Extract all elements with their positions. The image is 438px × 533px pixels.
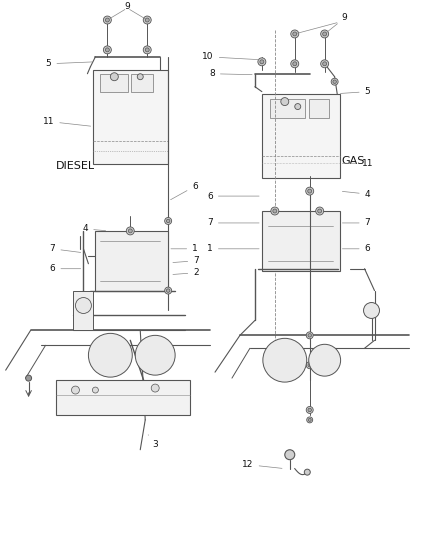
Circle shape [333, 80, 336, 84]
Text: 9: 9 [342, 13, 347, 21]
Text: 11: 11 [343, 159, 373, 168]
Circle shape [318, 209, 321, 213]
Circle shape [293, 32, 297, 36]
Circle shape [308, 189, 312, 193]
Circle shape [151, 384, 159, 392]
Circle shape [143, 16, 151, 24]
Circle shape [103, 16, 111, 24]
Text: 7: 7 [173, 256, 199, 265]
Circle shape [137, 74, 143, 80]
Circle shape [291, 30, 299, 38]
Circle shape [304, 469, 310, 475]
Circle shape [71, 386, 79, 394]
Circle shape [75, 297, 92, 313]
Circle shape [271, 207, 279, 215]
Circle shape [126, 227, 134, 235]
Circle shape [306, 407, 313, 414]
Circle shape [165, 217, 172, 224]
Text: 7: 7 [343, 219, 371, 228]
Text: 6: 6 [170, 182, 198, 200]
Circle shape [364, 303, 379, 318]
Text: 11: 11 [43, 117, 91, 126]
Bar [56, 380, 190, 415]
Circle shape [103, 46, 111, 54]
Circle shape [306, 332, 313, 339]
Text: 9: 9 [124, 2, 130, 11]
Text: 8: 8 [209, 69, 252, 78]
Text: 7: 7 [49, 244, 81, 253]
Text: 6: 6 [343, 244, 371, 253]
Circle shape [308, 364, 311, 367]
Circle shape [306, 362, 313, 369]
Bar [262, 211, 339, 271]
Bar [100, 74, 128, 92]
Text: 1: 1 [207, 244, 259, 253]
Circle shape [263, 338, 307, 382]
Circle shape [316, 207, 324, 215]
Text: 5: 5 [340, 87, 371, 96]
Bar [95, 231, 168, 290]
Text: 3: 3 [148, 435, 158, 449]
Circle shape [321, 30, 328, 38]
Text: 6: 6 [49, 264, 81, 273]
Circle shape [308, 408, 311, 411]
Circle shape [295, 103, 301, 110]
Circle shape [106, 48, 110, 52]
Circle shape [165, 287, 172, 294]
Text: DIESEL: DIESEL [56, 161, 95, 171]
Text: 2: 2 [173, 268, 199, 277]
Circle shape [25, 375, 32, 381]
Circle shape [145, 18, 149, 22]
Circle shape [128, 229, 132, 233]
Circle shape [260, 60, 264, 64]
Circle shape [258, 58, 266, 66]
Text: 4: 4 [343, 190, 371, 199]
Circle shape [145, 48, 149, 52]
Text: 4: 4 [83, 224, 106, 233]
Circle shape [166, 289, 170, 292]
Circle shape [143, 46, 151, 54]
Bar [93, 70, 168, 164]
Circle shape [331, 78, 338, 85]
Circle shape [306, 187, 314, 195]
Circle shape [308, 334, 311, 337]
Circle shape [293, 62, 297, 66]
Bar [270, 99, 305, 118]
Circle shape [285, 450, 295, 459]
Circle shape [307, 417, 313, 423]
Bar [131, 74, 153, 92]
Circle shape [166, 219, 170, 223]
Circle shape [106, 18, 110, 22]
Bar [309, 99, 328, 118]
Bar [74, 290, 93, 330]
Circle shape [92, 387, 99, 393]
Circle shape [273, 209, 277, 213]
Bar [262, 94, 339, 178]
Text: 5: 5 [46, 59, 92, 68]
Circle shape [308, 418, 311, 422]
Circle shape [110, 72, 118, 80]
Text: GAS: GAS [342, 156, 365, 166]
Circle shape [321, 60, 328, 68]
Circle shape [291, 60, 299, 68]
Circle shape [88, 333, 132, 377]
Text: 1: 1 [171, 244, 198, 253]
Circle shape [135, 335, 175, 375]
Circle shape [323, 62, 327, 66]
Circle shape [323, 32, 327, 36]
Circle shape [281, 98, 289, 106]
Text: 6: 6 [207, 191, 259, 200]
Text: 12: 12 [242, 460, 282, 469]
Text: 10: 10 [202, 52, 259, 61]
Text: 7: 7 [207, 219, 259, 228]
Circle shape [309, 344, 341, 376]
